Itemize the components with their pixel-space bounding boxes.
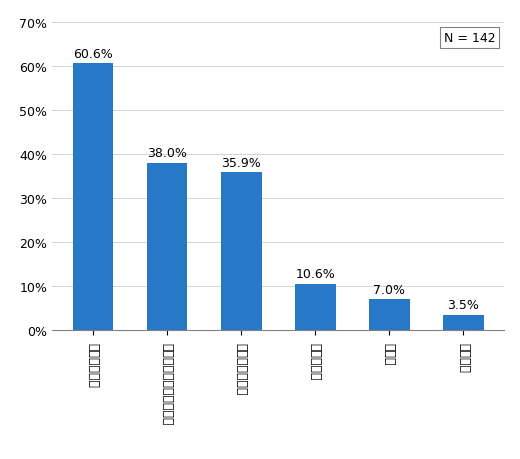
- Text: 35.9%: 35.9%: [222, 156, 261, 169]
- Text: N = 142: N = 142: [444, 32, 496, 45]
- Bar: [443, 315, 484, 330]
- Bar: [221, 173, 262, 330]
- Text: 3.5%: 3.5%: [448, 299, 479, 312]
- Bar: [147, 163, 187, 330]
- Bar: [73, 64, 113, 330]
- Text: 60.6%: 60.6%: [73, 48, 113, 61]
- Bar: [295, 284, 335, 330]
- Text: 10.6%: 10.6%: [295, 268, 335, 280]
- Text: 38.0%: 38.0%: [147, 147, 187, 160]
- Text: 7.0%: 7.0%: [373, 283, 406, 296]
- Bar: [369, 300, 410, 330]
